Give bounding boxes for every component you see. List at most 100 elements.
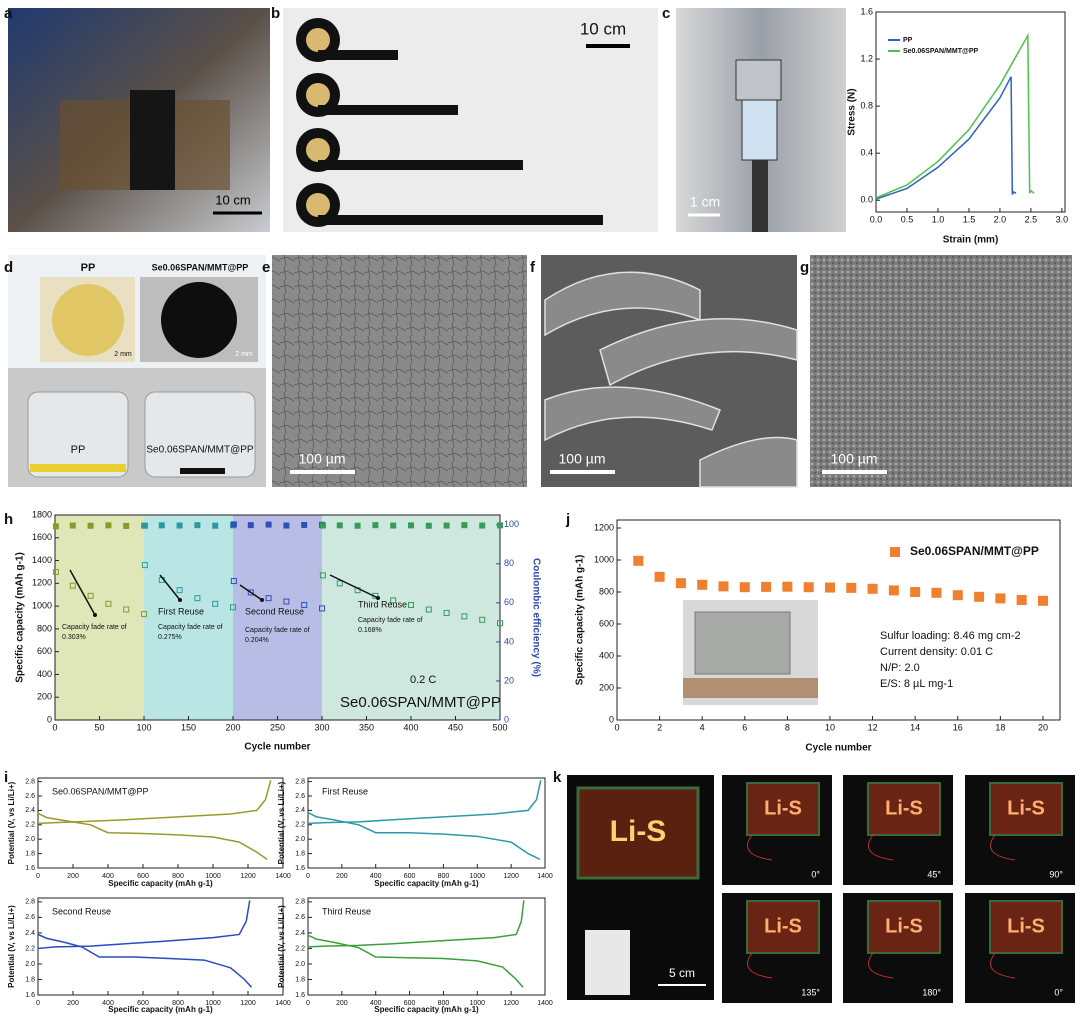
ce-point <box>247 522 254 529</box>
y-axis-label: Potential (V, vs Li/Li+) <box>277 905 286 988</box>
x-tick-label: 1000 <box>205 1000 221 1007</box>
x-tick-label: 2.5 <box>1025 214 1038 224</box>
ce-point <box>194 522 201 529</box>
x-tick-label: 0 <box>306 1000 310 1007</box>
x-tick-label: 1.5 <box>963 214 976 224</box>
data-line <box>37 900 251 950</box>
annotation: 0.204% <box>245 637 269 644</box>
led-sign: Li-S <box>885 915 923 937</box>
scale-label: 100 µm <box>559 451 606 467</box>
ce-point <box>372 522 379 529</box>
data-point <box>497 620 503 627</box>
x-tick-label: 450 <box>448 722 463 732</box>
x-tick-label: 0 <box>36 1000 40 1007</box>
sem-image <box>810 255 1072 487</box>
arrow-head <box>260 598 264 602</box>
y-tick-label: 800 <box>599 586 614 596</box>
annotation: Sulfur loading: 8.46 mg cm-2 <box>880 630 1021 642</box>
scale-label: 2 mm <box>114 351 132 358</box>
y-tick-label: 2.4 <box>25 930 35 937</box>
y-tick-label: 2.2 <box>25 945 35 952</box>
arrow <box>329 574 379 599</box>
y-tick-label: 1.6 <box>295 992 305 999</box>
arrow <box>69 569 96 616</box>
x-tick-label: 1400 <box>275 873 291 880</box>
y-tick-label: 2.8 <box>25 899 35 906</box>
wire <box>747 952 773 979</box>
data-line <box>307 811 541 861</box>
data-point <box>212 600 219 607</box>
y-tick-label: 600 <box>599 618 614 628</box>
led-board <box>867 900 941 954</box>
y-axis-label: Potential (V, vs Li/Li+) <box>7 905 16 988</box>
led-sign: Li-S <box>885 797 923 819</box>
data-point <box>974 591 985 602</box>
x-tick-label: 18 <box>995 722 1005 732</box>
data-line <box>307 934 524 988</box>
x-tick-label: 400 <box>102 873 114 880</box>
x-tick-label: 0.5 <box>901 214 914 224</box>
y-tick-label: 2.8 <box>295 899 305 906</box>
x-tick-label: 4 <box>700 722 705 732</box>
led-board <box>989 900 1063 954</box>
y-tick-label: 1.6 <box>295 865 305 872</box>
legend-swatch <box>890 547 900 557</box>
y-tick-label: 200 <box>599 682 614 692</box>
data-point <box>87 592 94 599</box>
x-tick-label: 0 <box>52 722 57 732</box>
data-point <box>675 578 686 589</box>
x-tick-label: 200 <box>67 1000 79 1007</box>
y-tick-label: 2.8 <box>25 778 35 785</box>
y-tick-label: 1.8 <box>25 976 35 983</box>
ce-point <box>479 522 486 529</box>
annotation: Capacity fade rate of <box>358 617 423 624</box>
y-tick-label: 1.8 <box>25 850 35 857</box>
x-tick-label: 200 <box>225 722 240 732</box>
y-axis-label: Stress (N) <box>847 88 858 135</box>
data-point <box>141 611 147 618</box>
panel-letter: a <box>4 5 13 22</box>
x-tick-label: 600 <box>137 1000 149 1007</box>
arrow <box>239 584 263 601</box>
led-sign: Li-S <box>1007 797 1045 819</box>
x-tick-label: 0 <box>306 873 310 880</box>
legend-label: Se0.06SPAN/MMT@PP <box>903 48 978 55</box>
wire <box>990 834 1016 861</box>
panel-letter: g <box>800 259 809 276</box>
x-tick-label: 350 <box>359 722 374 732</box>
x-tick-label: 16 <box>953 722 963 732</box>
data-point <box>697 579 708 590</box>
ce-point <box>69 522 76 529</box>
x-tick-label: 150 <box>181 722 196 732</box>
data-point <box>718 581 729 592</box>
data-point <box>176 587 183 594</box>
x-tick-label: 500 <box>492 722 507 732</box>
ce-point <box>123 522 130 529</box>
data-line <box>37 779 272 825</box>
y-tick-label: 1400 <box>32 555 52 565</box>
panel-letter: c <box>662 5 670 22</box>
ce-point <box>176 522 183 529</box>
photo-label: Se0.06SPAN/MMT@PP <box>152 262 249 272</box>
annotation: 0.2 C <box>410 674 436 686</box>
arrow-head <box>178 598 182 602</box>
led-board <box>746 900 820 954</box>
y2-tick-label: 60 <box>504 597 514 607</box>
data-point <box>105 600 112 607</box>
ce-point <box>425 522 432 529</box>
y-tick-label: 2.2 <box>295 822 305 829</box>
angle-label: 180° <box>922 987 941 997</box>
arrow-head <box>376 596 380 600</box>
data-point <box>141 562 148 569</box>
led-board <box>576 786 700 880</box>
ce-point <box>461 522 468 529</box>
region <box>55 515 144 720</box>
data-point <box>443 609 450 616</box>
led-sign: Li-S <box>764 797 802 819</box>
data-point <box>390 597 397 604</box>
jar <box>27 391 129 478</box>
x-tick-label: 200 <box>336 1000 348 1007</box>
annotation: Capacity fade rate of <box>158 624 223 631</box>
photo-label: PP <box>81 262 96 274</box>
